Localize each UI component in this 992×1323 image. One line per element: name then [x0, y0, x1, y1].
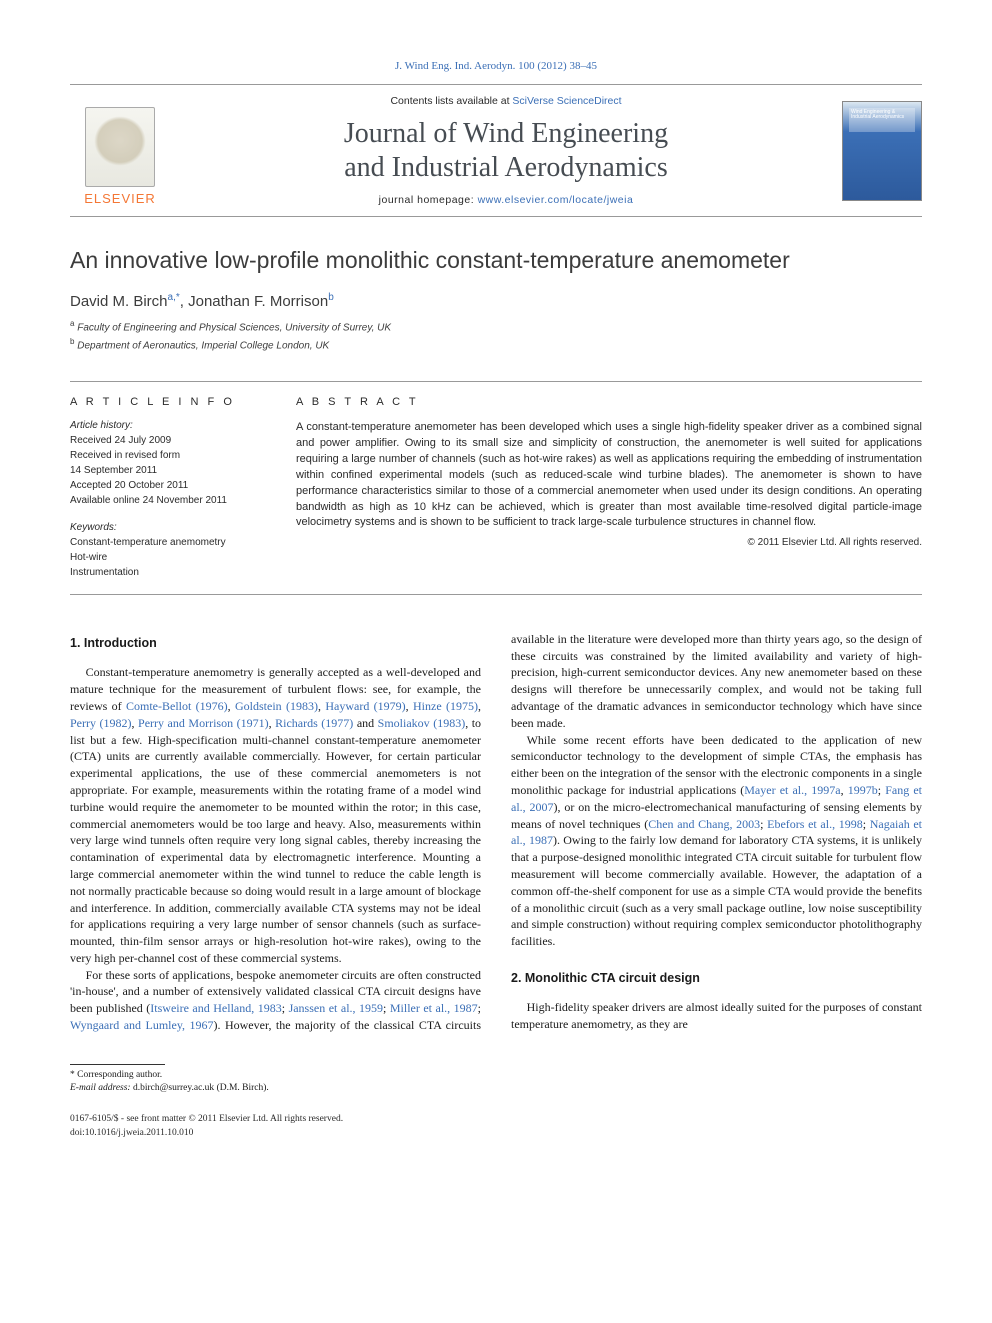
keywords-label: Keywords: [70, 522, 264, 533]
author-1: David M. Birch [70, 293, 168, 310]
journal-citation: J. Wind Eng. Ind. Aerodyn. 100 (2012) 38… [70, 60, 922, 72]
author-1-affil-marker: a,* [168, 292, 180, 303]
citation-link[interactable]: Janssen et al., 1959 [289, 1001, 383, 1015]
body-paragraph: Constant-temperature anemometry is gener… [70, 664, 481, 966]
journal-title: Journal of Wind Engineering and Industri… [190, 117, 822, 184]
affiliation-b: b Department of Aeronautics, Imperial Co… [70, 336, 922, 353]
citation-link[interactable]: Richards (1977) [275, 716, 353, 730]
journal-homepage-link[interactable]: www.elsevier.com/locate/jweia [478, 194, 634, 206]
citation-link[interactable]: Ebefors et al., 1998 [767, 817, 863, 831]
citation-link[interactable]: Hinze (1975) [413, 699, 478, 713]
article-title: An innovative low-profile monolithic con… [70, 247, 922, 274]
journal-homepage-line: journal homepage: www.elsevier.com/locat… [190, 194, 822, 206]
doi-line: doi:10.1016/j.jweia.2011.10.010 [70, 1127, 922, 1140]
citation-link[interactable]: Itsweire and Helland, 1983 [150, 1001, 281, 1015]
citation-link[interactable]: Miller et al., 1987 [390, 1001, 478, 1015]
article-info-row: A R T I C L E I N F O Article history: R… [70, 381, 922, 595]
history-item: 14 September 2011 [70, 463, 264, 478]
citation-link[interactable]: Perry and Morrison (1971) [138, 716, 269, 730]
citation-link[interactable]: Perry (1982) [70, 716, 132, 730]
citation-link[interactable]: Goldstein (1983) [235, 699, 318, 713]
authors-separator: , [180, 293, 188, 310]
section-2-heading: 2. Monolithic CTA circuit design [511, 970, 922, 988]
authors-line: David M. Bircha,*, Jonathan F. Morrisonb [70, 292, 922, 310]
cover-thumb-caption: Wind Engineering & Industrial Aerodynami… [851, 110, 913, 121]
section-1-heading: 1. Introduction [70, 635, 481, 653]
abstract-copyright: © 2011 Elsevier Ltd. All rights reserved… [296, 537, 922, 548]
keyword-item: Constant-temperature anemometry [70, 535, 264, 550]
author-2: Jonathan F. Morrison [188, 293, 328, 310]
abstract-heading: A B S T R A C T [296, 396, 922, 408]
footnotes: * Corresponding author. E-mail address: … [70, 1069, 922, 1096]
keywords-block: Keywords: Constant-temperature anemometr… [70, 522, 264, 580]
footnote-rule [70, 1064, 165, 1065]
affiliation-a: a Faculty of Engineering and Physical Sc… [70, 318, 922, 335]
history-item: Received 24 July 2009 [70, 433, 264, 448]
corresponding-author-note: * Corresponding author. [70, 1069, 922, 1082]
elsevier-tree-icon [85, 107, 155, 187]
citation-link[interactable]: 1997b [848, 783, 878, 797]
keywords-list: Constant-temperature anemometry Hot-wire… [70, 535, 264, 580]
issn-line: 0167-6105/$ - see front matter © 2011 El… [70, 1113, 922, 1126]
masthead: ELSEVIER Contents lists available at Sci… [70, 84, 922, 217]
article-history-label: Article history: [70, 420, 264, 431]
email-label: E-mail address: [70, 1083, 133, 1093]
email-address[interactable]: d.birch@surrey.ac.uk [133, 1083, 214, 1093]
publisher-logo-block: ELSEVIER [70, 96, 170, 206]
citation-link[interactable]: Comte-Bellot (1976) [126, 699, 228, 713]
email-suffix: (D.M. Birch). [214, 1083, 269, 1093]
journal-title-line2: and Industrial Aerodynamics [344, 152, 667, 183]
article-info-heading: A R T I C L E I N F O [70, 396, 264, 408]
page: J. Wind Eng. Ind. Aerodyn. 100 (2012) 38… [0, 0, 992, 1190]
body-columns: 1. Introduction Constant-temperature ane… [70, 631, 922, 1034]
sciencedirect-link[interactable]: SciVerse ScienceDirect [512, 95, 621, 107]
corresponding-text: Corresponding author. [77, 1070, 162, 1080]
bottom-matter: 0167-6105/$ - see front matter © 2011 El… [70, 1113, 922, 1140]
history-item: Received in revised form [70, 448, 264, 463]
article-history-list: Received 24 July 2009 Received in revise… [70, 433, 264, 508]
journal-title-line1: Journal of Wind Engineering [344, 118, 668, 149]
body-text: , to list but a few. High-specification … [70, 716, 481, 965]
masthead-center: Contents lists available at SciVerse Sci… [170, 95, 842, 206]
affil-text: Department of Aeronautics, Imperial Coll… [74, 340, 329, 351]
history-item: Available online 24 November 2011 [70, 493, 264, 508]
journal-cover-thumbnail: Wind Engineering & Industrial Aerodynami… [842, 101, 922, 201]
abstract-panel: A B S T R A C T A constant-temperature a… [280, 382, 922, 594]
homepage-prefix: journal homepage: [379, 194, 478, 206]
abstract-text: A constant-temperature anemometer has be… [296, 420, 922, 532]
email-line: E-mail address: d.birch@surrey.ac.uk (D.… [70, 1082, 922, 1095]
history-item: Accepted 20 October 2011 [70, 478, 264, 493]
body-paragraph: High-fidelity speaker drivers are almost… [511, 999, 922, 1033]
keyword-item: Instrumentation [70, 565, 264, 580]
keyword-item: Hot-wire [70, 550, 264, 565]
body-paragraph: While some recent efforts have been dedi… [511, 732, 922, 950]
article-info-panel: A R T I C L E I N F O Article history: R… [70, 382, 280, 594]
affil-text: Faculty of Engineering and Physical Scie… [74, 323, 391, 334]
citation-link[interactable]: Mayer et al., 1997a [744, 783, 840, 797]
publisher-name: ELSEVIER [84, 191, 156, 206]
contents-available-line: Contents lists available at SciVerse Sci… [190, 95, 822, 107]
citation-link[interactable]: Smoliakov (1983) [378, 716, 466, 730]
contents-prefix: Contents lists available at [390, 95, 512, 107]
citation-link[interactable]: Hayward (1979) [325, 699, 405, 713]
citation-link[interactable]: Wyngaard and Lumley, 1967 [70, 1018, 214, 1032]
author-2-affil-marker: b [328, 292, 334, 303]
citation-link[interactable]: Chen and Chang, 2003 [648, 817, 760, 831]
body-text: ). Owing to the fairly low demand for la… [511, 833, 922, 948]
affiliations: a Faculty of Engineering and Physical Sc… [70, 318, 922, 353]
